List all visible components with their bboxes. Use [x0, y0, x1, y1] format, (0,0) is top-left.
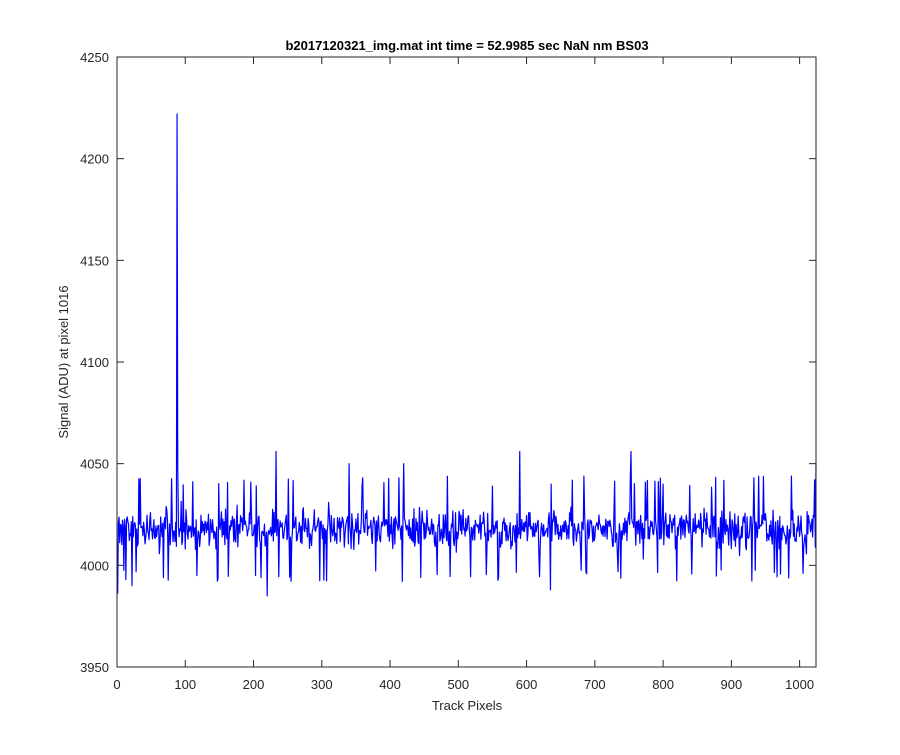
- x-tick-label: 900: [721, 677, 743, 692]
- y-axis-title: Signal (ADU) at pixel 1016: [56, 285, 71, 438]
- x-tick-label: 0: [113, 677, 120, 692]
- y-tick-label: 4200: [80, 152, 109, 167]
- x-tick-label: 600: [516, 677, 538, 692]
- plot-area: [117, 57, 816, 667]
- series-group: [117, 113, 817, 597]
- ticks-group: 0 100 200 300 400 500 600 700 800 900 1000 3950 4000…: [80, 50, 816, 692]
- y-tick-label: 4100: [80, 355, 109, 370]
- x-tick-label: 400: [379, 677, 401, 692]
- y-tick-label: 4000: [80, 558, 109, 573]
- y-tick-label: 4250: [80, 50, 109, 65]
- x-tick-label: 300: [311, 677, 333, 692]
- y-tick-label: 3950: [80, 660, 109, 675]
- x-tick-label: 200: [243, 677, 265, 692]
- chart-title: b2017120321_img.mat int time = 52.9985 s…: [285, 38, 648, 53]
- x-tick-label: 800: [652, 677, 674, 692]
- y-tick-label: 4050: [80, 457, 109, 472]
- x-tick-label: 1000: [785, 677, 814, 692]
- x-axis-title: Track Pixels: [432, 698, 503, 713]
- series-line: [117, 113, 817, 597]
- x-tick-label: 100: [174, 677, 196, 692]
- x-tick-label: 700: [584, 677, 606, 692]
- y-tick-label: 4150: [80, 253, 109, 268]
- x-tick-label: 500: [447, 677, 469, 692]
